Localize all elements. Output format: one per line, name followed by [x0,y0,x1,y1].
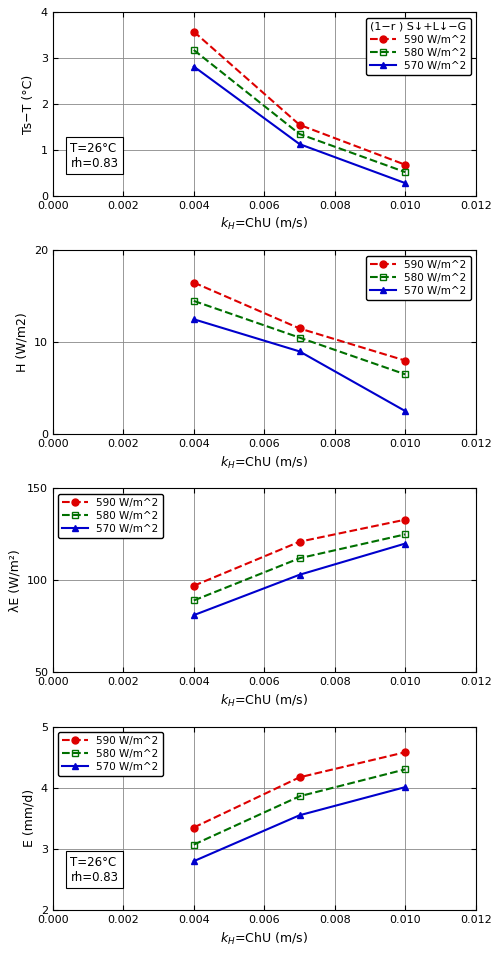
570 W/m^2 [402,405,408,416]
580 W/m^2 [296,128,302,139]
Y-axis label: λE (W/m²): λE (W/m²) [8,549,22,611]
Line: 590 W/m^2: 590 W/m^2 [190,279,409,364]
590 W/m^2 [296,119,302,131]
570 W/m^2 [296,569,302,581]
Line: 570 W/m^2: 570 W/m^2 [190,541,409,619]
590 W/m^2 [191,26,197,37]
580 W/m^2 [296,553,302,564]
Y-axis label: E (mm/d): E (mm/d) [22,789,35,847]
580 W/m^2 [296,791,302,802]
Line: 580 W/m^2: 580 W/m^2 [190,531,409,604]
570 W/m^2 [296,346,302,357]
X-axis label: $k_H$=ChU (m/s): $k_H$=ChU (m/s) [220,930,308,946]
570 W/m^2 [402,538,408,549]
Line: 570 W/m^2: 570 W/m^2 [190,63,409,186]
590 W/m^2 [296,772,302,783]
Legend: 590 W/m^2, 580 W/m^2, 570 W/m^2: 590 W/m^2, 580 W/m^2, 570 W/m^2 [366,17,470,75]
Legend: 590 W/m^2, 580 W/m^2, 570 W/m^2: 590 W/m^2, 580 W/m^2, 570 W/m^2 [58,494,163,539]
580 W/m^2 [296,332,302,344]
570 W/m^2 [191,609,197,621]
580 W/m^2 [191,295,197,307]
580 W/m^2 [191,595,197,606]
590 W/m^2 [402,355,408,367]
570 W/m^2 [402,781,408,793]
570 W/m^2 [402,178,408,189]
Line: 590 W/m^2: 590 W/m^2 [190,517,409,589]
Line: 590 W/m^2: 590 W/m^2 [190,28,409,168]
Line: 570 W/m^2: 570 W/m^2 [190,316,409,414]
590 W/m^2 [402,747,408,758]
580 W/m^2 [191,44,197,55]
580 W/m^2 [402,764,408,775]
580 W/m^2 [402,369,408,380]
580 W/m^2 [191,838,197,850]
590 W/m^2 [191,277,197,288]
Legend: 590 W/m^2, 580 W/m^2, 570 W/m^2: 590 W/m^2, 580 W/m^2, 570 W/m^2 [58,732,163,776]
590 W/m^2 [402,159,408,171]
X-axis label: $k_H$=ChU (m/s): $k_H$=ChU (m/s) [220,692,308,709]
Line: 580 W/m^2: 580 W/m^2 [190,766,409,848]
Legend: 590 W/m^2, 580 W/m^2, 570 W/m^2: 590 W/m^2, 580 W/m^2, 570 W/m^2 [366,256,470,300]
Y-axis label: Ts−T (°C): Ts−T (°C) [22,74,35,134]
Line: 580 W/m^2: 580 W/m^2 [190,297,409,378]
570 W/m^2 [296,138,302,150]
570 W/m^2 [296,810,302,821]
Y-axis label: H (W/m2): H (W/m2) [15,312,28,372]
590 W/m^2 [191,821,197,833]
Line: 580 W/m^2: 580 W/m^2 [190,47,409,176]
570 W/m^2 [191,61,197,73]
Line: 570 W/m^2: 570 W/m^2 [190,784,409,864]
Text: T=26°C
rh=0.83: T=26°C rh=0.83 [70,856,118,883]
Text: T=26°C
rh=0.83: T=26°C rh=0.83 [70,141,118,170]
580 W/m^2 [402,166,408,178]
X-axis label: $k_H$=ChU (m/s): $k_H$=ChU (m/s) [220,455,308,471]
X-axis label: $k_H$=ChU (m/s): $k_H$=ChU (m/s) [220,217,308,232]
Line: 590 W/m^2: 590 W/m^2 [190,749,409,831]
580 W/m^2 [402,529,408,541]
590 W/m^2 [296,323,302,334]
590 W/m^2 [296,536,302,547]
570 W/m^2 [191,313,197,325]
590 W/m^2 [402,514,408,525]
570 W/m^2 [191,856,197,867]
590 W/m^2 [191,580,197,591]
